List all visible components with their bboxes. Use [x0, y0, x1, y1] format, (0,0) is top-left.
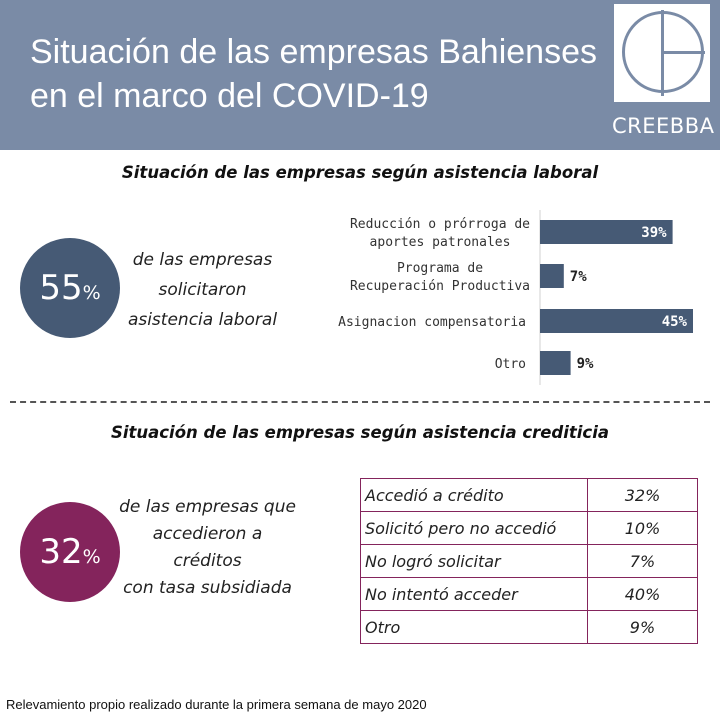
table-cell-value: 7%	[587, 544, 698, 578]
category-label: Asignacion compensatoria	[338, 315, 526, 330]
stat-unit-labor: %	[82, 282, 101, 304]
page-title: Situación de las empresas Bahienses en e…	[30, 30, 597, 118]
stat-caption-credit: de las empresas que accedieron a crédito…	[100, 494, 315, 602]
header-banner: Situación de las empresas Bahienses en e…	[0, 0, 720, 150]
bar-value-label: 39%	[641, 225, 667, 241]
table-cell-label: Solicitó pero no accedió	[360, 511, 588, 545]
credit-assistance-table: Accedió a crédito 32% Solicitó pero no a…	[360, 478, 698, 644]
caption-line: solicitaron	[158, 280, 247, 300]
stat-value-labor: 55	[39, 268, 83, 308]
caption-line: de las empresas que	[119, 497, 296, 517]
section-divider	[10, 401, 710, 403]
stat-circle-labor: 55 %	[20, 238, 120, 338]
bar	[540, 264, 564, 288]
bar-value-label: 7%	[570, 269, 587, 285]
bar-value-label: 9%	[577, 356, 594, 372]
section-title-labor: Situación de las empresas según asistenc…	[121, 163, 599, 182]
creebba-logo: CREEBBA	[612, 4, 715, 144]
caption-line: asistencia laboral	[127, 310, 278, 330]
footnote: Relevamiento propio realizado durante la…	[6, 697, 427, 712]
category-label: Programa de	[397, 261, 483, 276]
stat-unit-credit: %	[82, 546, 101, 568]
bar	[540, 309, 693, 333]
caption-line: créditos	[173, 551, 242, 571]
caption-line: de las empresas	[132, 250, 273, 270]
table-row: No intentó acceder 40%	[360, 577, 698, 611]
table-cell-label: Accedió a crédito	[360, 478, 588, 512]
stat-circle-credit: 32 %	[20, 502, 120, 602]
page-title-line-1: Situación de las empresas Bahienses	[30, 33, 597, 71]
bar	[540, 220, 673, 244]
category-label: Recuperación Productiva	[350, 279, 530, 294]
logo-text: CREEBBA	[612, 114, 715, 138]
caption-line: con tasa subsidiada	[123, 578, 292, 598]
bar-value-label: 45%	[662, 314, 688, 330]
caption-line: accedieron a	[152, 524, 263, 544]
bar	[540, 351, 571, 375]
category-label: Reducción o prórroga de	[350, 217, 530, 232]
table-cell-value: 9%	[587, 610, 698, 644]
logo-mark-icon	[614, 4, 710, 102]
section-title-credit: Situación de las empresas según asistenc…	[110, 423, 610, 442]
table-cell-value: 40%	[587, 577, 698, 611]
category-label: Otro	[495, 357, 526, 372]
stat-value-credit: 32	[39, 532, 83, 572]
table-row: Accedió a crédito 32%	[360, 478, 698, 512]
table-row: Otro 9%	[360, 610, 698, 644]
table-cell-label: Otro	[360, 610, 588, 644]
table-cell-value: 32%	[587, 478, 698, 512]
labor-bar-chart-svg: 39% Reducción o prórroga de aportes patron…	[338, 210, 693, 385]
table-cell-label: No logró solicitar	[360, 544, 588, 578]
table-cell-label: No intentó acceder	[360, 577, 588, 611]
table-cell-value: 10%	[587, 511, 698, 545]
table-row: No logró solicitar 7%	[360, 544, 698, 578]
table-row: Solicitó pero no accedió 10%	[360, 511, 698, 545]
stat-caption-labor: de las empresas solicitaron asistencia l…	[120, 245, 285, 335]
page-title-line-2: en el marco del COVID-19	[30, 77, 429, 115]
category-label: aportes patronales	[370, 235, 511, 250]
labor-assistance-chart: 39% Reducción o prórroga de aportes patron…	[0, 200, 720, 400]
